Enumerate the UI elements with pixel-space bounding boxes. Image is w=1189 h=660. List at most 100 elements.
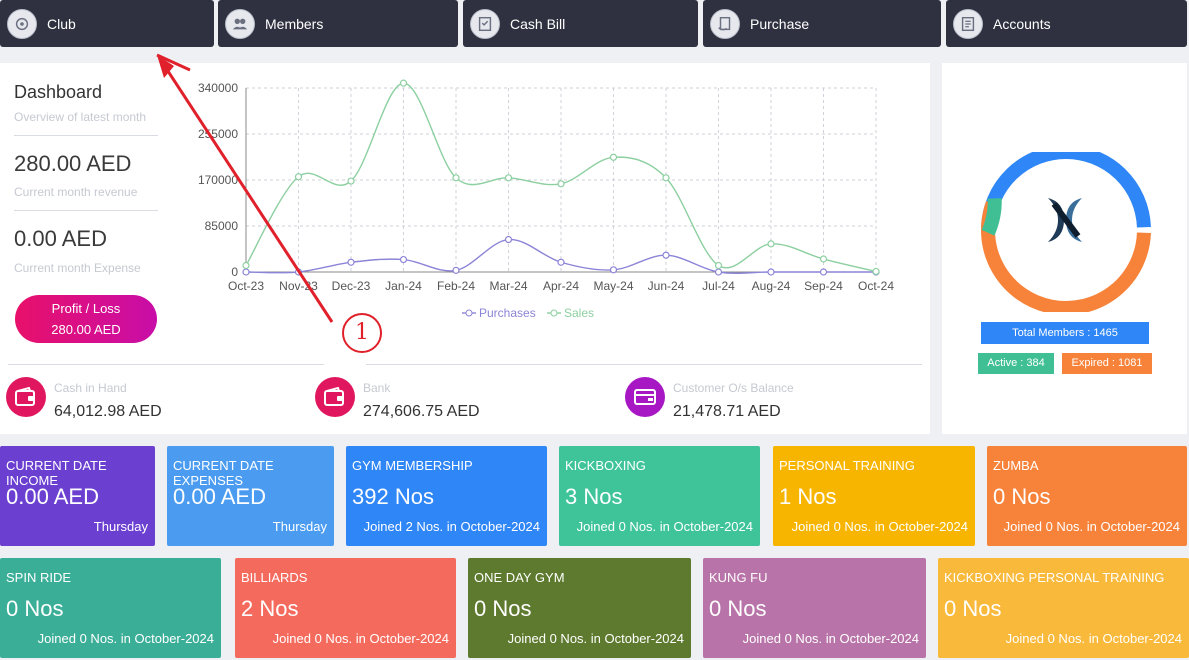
card-title: KICKBOXING	[565, 458, 646, 473]
card-value: 392 Nos	[352, 484, 434, 509]
divider	[8, 364, 324, 365]
sales-point[interactable]	[557, 180, 565, 188]
purchases-point[interactable]	[819, 268, 828, 276]
stat-card[interactable]: CURRENT DATE INCOME 0.00 AED Thursday	[0, 446, 155, 546]
profit-loss-value: 280.00 AED	[51, 322, 121, 337]
nav-purchase[interactable]: Purchase	[703, 0, 941, 47]
stat-card[interactable]: PERSONAL TRAINING 1 Nos Joined 0 Nos. in O…	[773, 446, 975, 546]
bank-value: 274,606.75 AED	[363, 403, 480, 420]
sales-legend-label[interactable]: Sales	[564, 306, 594, 320]
card-footer: Joined 0 Nos. in October-2024	[742, 631, 919, 646]
expense-value: 0.00 AED	[14, 226, 107, 251]
card-title: CURRENT DATE INCOME	[6, 458, 107, 488]
sales-point[interactable]	[399, 79, 408, 87]
purchases-point[interactable]	[767, 268, 775, 276]
divider	[14, 135, 158, 136]
x-tick-label: Sep-24	[804, 279, 843, 293]
members-donut-chart	[981, 152, 1151, 312]
purchases-point[interactable]	[662, 251, 670, 259]
card-title: BILLIARDS	[241, 570, 308, 585]
expense-label: Current month Expense	[14, 261, 141, 275]
profit-loss-label: Profit / Loss	[51, 301, 121, 316]
nav-cash-bill[interactable]: Cash Bill	[463, 0, 698, 47]
x-tick-label: May-24	[593, 279, 633, 293]
card-value: 0 Nos	[944, 596, 1002, 621]
stat-card[interactable]: GYM MEMBERSHIP 392 Nos Joined 2 Nos. in Oc…	[346, 446, 547, 546]
sales-point[interactable]	[767, 240, 775, 248]
card-footer: Joined 0 Nos. in October-2024	[37, 631, 214, 646]
members-icon	[225, 8, 255, 39]
y-tick-label: 170000	[198, 173, 238, 187]
x-tick-label: Apr-24	[543, 279, 579, 293]
stat-card[interactable]: ZUMBA 0 Nos Joined 0 Nos. in October-2024	[987, 446, 1187, 546]
card-footer: Joined 2 Nos. in October-2024	[363, 519, 540, 534]
card-title: SPIN RIDE	[6, 570, 72, 585]
nav-club[interactable]: Club	[0, 0, 214, 47]
stat-card[interactable]: ONE DAY GYM 0 Nos Joined 0 Nos. in October…	[468, 558, 691, 658]
total-members-arc[interactable]	[981, 152, 1151, 228]
purchases-point[interactable]	[347, 258, 355, 266]
purchases-legend-label[interactable]: Purchases	[479, 306, 536, 320]
y-tick-label: 85000	[205, 219, 239, 233]
cash-bill-icon	[470, 8, 500, 39]
purchases-point[interactable]	[609, 266, 618, 274]
x-tick-label: Oct-24	[858, 279, 894, 293]
x-tick-label: Oct-23	[228, 279, 264, 293]
sales-point[interactable]	[819, 255, 828, 263]
cash-in-hand-label: Cash in Hand	[54, 381, 127, 395]
card-footer: Joined 0 Nos. in October-2024	[1003, 519, 1180, 534]
stat-card[interactable]: KICKBOXING 3 Nos Joined 0 Nos. in October-…	[559, 446, 760, 546]
sales-point[interactable]	[872, 267, 880, 276]
profit-loss-button[interactable]: Profit / Loss 280.00 AED	[15, 295, 157, 343]
nav-accounts-label: Accounts	[993, 15, 1051, 32]
dashboard-title: Dashboard	[14, 82, 103, 102]
stat-card[interactable]: KUNG FU 0 Nos Joined 0 Nos. in October-202…	[703, 558, 926, 658]
bank-label: Bank	[363, 381, 391, 395]
sales-series-line	[245, 82, 877, 273]
customer-balance-value: 21,478.71 AED	[673, 403, 781, 420]
x-tick-label: Feb-24	[437, 279, 475, 293]
accounts-icon	[953, 8, 983, 39]
stat-card[interactable]: SPIN RIDE 0 Nos Joined 0 Nos. in October-2…	[0, 558, 221, 658]
sales-point[interactable]	[714, 261, 723, 270]
card-title: CURRENT DATE EXPENSES	[173, 458, 274, 488]
purchases-point[interactable]	[399, 255, 408, 264]
sales-point[interactable]	[609, 153, 618, 161]
nav-purchase-label: Purchase	[750, 15, 810, 32]
active-members-arc[interactable]	[981, 198, 1002, 236]
sales-legend-marker	[550, 309, 558, 317]
card-value: 0 Nos	[474, 596, 532, 621]
purchase-icon	[710, 8, 740, 39]
x-tick-label: Mar-24	[489, 279, 527, 293]
sales-point[interactable]	[294, 173, 303, 181]
card-title: KICKBOXING PERSONAL TRAINING	[944, 570, 1165, 585]
divider	[366, 364, 922, 365]
stat-card[interactable]: BILLIARDS 2 Nos Joined 0 Nos. in October-2…	[235, 558, 456, 658]
card-footer: Joined 0 Nos. in October-2024	[576, 519, 753, 534]
sales-point[interactable]	[347, 177, 355, 185]
stat-card[interactable]: CURRENT DATE EXPENSES 0.00 AED Thursday	[167, 446, 334, 546]
card-footer: Joined 0 Nos. in October-2024	[272, 631, 449, 646]
stat-card[interactable]: KICKBOXING PERSONAL TRAINING 0 Nos Joined …	[938, 558, 1189, 658]
purchases-point[interactable]	[557, 258, 565, 266]
sales-point[interactable]	[452, 174, 460, 182]
card-title: PERSONAL TRAINING	[779, 458, 915, 473]
card-value: 2 Nos	[241, 596, 299, 621]
expired-members-arc[interactable]	[981, 201, 1151, 312]
purchases-point[interactable]	[504, 235, 513, 244]
purchases-point[interactable]	[452, 266, 460, 274]
customer-balance-label: Customer O/s Balance	[673, 381, 794, 395]
card-wallet-icon	[625, 377, 665, 417]
sales-point[interactable]	[662, 174, 670, 182]
nav-members[interactable]: Members	[218, 0, 458, 47]
card-value: 0 Nos	[6, 596, 64, 621]
sales-point[interactable]	[504, 174, 513, 182]
nav-club-label: Club	[47, 15, 76, 32]
wallet-icon	[6, 377, 46, 417]
club-icon	[7, 8, 37, 39]
sales-point[interactable]	[242, 261, 250, 270]
card-value: 0.00 AED	[6, 484, 99, 509]
nav-accounts[interactable]: Accounts	[946, 0, 1187, 47]
x-tick-label: Jul-24	[702, 279, 735, 293]
